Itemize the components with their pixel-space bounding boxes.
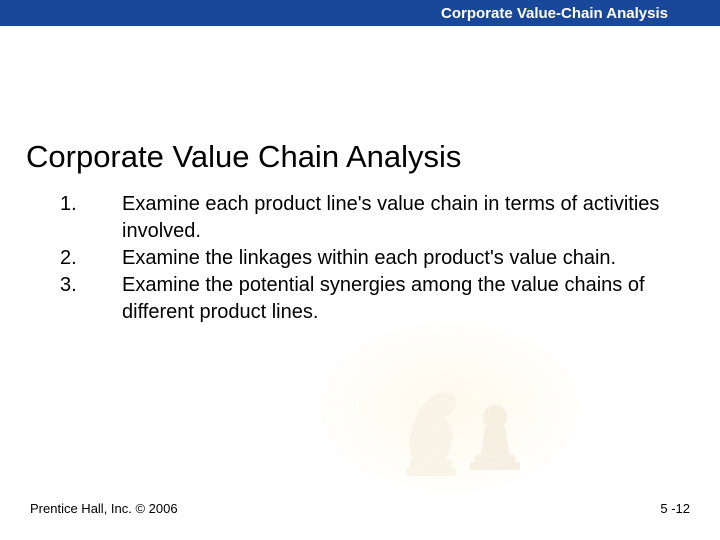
list-number: 3. bbox=[60, 272, 122, 326]
list-item: 3. Examine the potential synergies among… bbox=[60, 272, 660, 326]
list-item: 2. Examine the linkages within each prod… bbox=[60, 245, 660, 272]
main-title: Corporate Value Chain Analysis bbox=[26, 139, 720, 175]
list-number: 2. bbox=[60, 245, 122, 272]
list-text: Examine each product line's value chain … bbox=[122, 191, 660, 245]
footer-copyright: Prentice Hall, Inc. © 2006 bbox=[30, 501, 178, 516]
list-container: 1. Examine each product line's value cha… bbox=[60, 191, 660, 326]
list-text: Examine the linkages within each product… bbox=[122, 245, 660, 272]
list-text: Examine the potential synergies among th… bbox=[122, 272, 660, 326]
footer-page-number: 5 -12 bbox=[660, 501, 690, 516]
list-number: 1. bbox=[60, 191, 122, 245]
header-title: Corporate Value-Chain Analysis bbox=[441, 5, 668, 22]
chess-background-image bbox=[320, 322, 580, 492]
list-item: 1. Examine each product line's value cha… bbox=[60, 191, 660, 245]
footer: Prentice Hall, Inc. © 2006 5 -12 bbox=[0, 501, 720, 516]
header-bar: Corporate Value-Chain Analysis bbox=[0, 0, 720, 26]
